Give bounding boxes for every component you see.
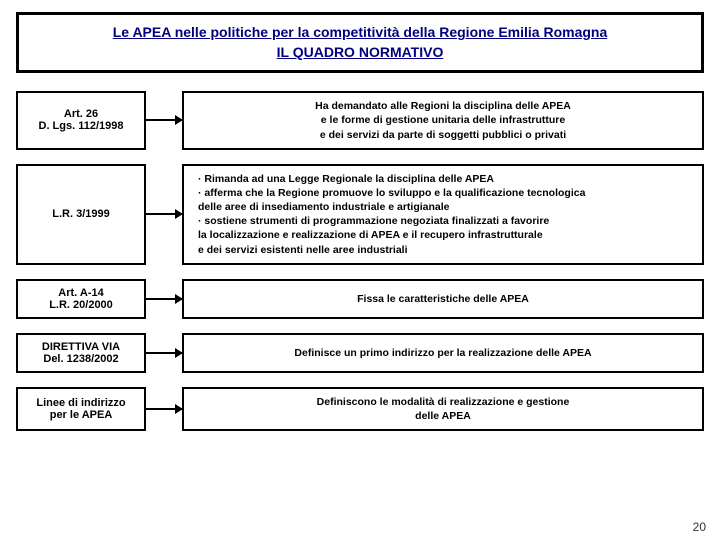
- row-4-right-l1: delle APEA: [415, 409, 471, 423]
- row-1-right-l3: · sostiene strumenti di programmazione n…: [198, 214, 549, 228]
- arrow-icon: [146, 298, 182, 300]
- row-1: L.R. 3/1999 · Rimanda ad una Legge Regio…: [16, 164, 704, 265]
- title-line-2: IL QUADRO NORMATIVO: [31, 43, 689, 63]
- row-2-right-l0: Fissa le caratteristiche delle APEA: [357, 292, 529, 306]
- row-3: DIRETTIVA VIA Del. 1238/2002 Definisce u…: [16, 333, 704, 373]
- row-0-right: Ha demandato alle Regioni la disciplina …: [182, 91, 704, 150]
- row-2-left-l2: L.R. 20/2000: [49, 299, 113, 311]
- row-1-right: · Rimanda ad una Legge Regionale la disc…: [182, 164, 704, 265]
- row-1-left: L.R. 3/1999: [16, 164, 146, 265]
- row-4-right: Definiscono le modalità di realizzazione…: [182, 387, 704, 431]
- row-0-left: Art. 26 D. Lgs. 112/1998: [16, 91, 146, 150]
- row-4-connector: [146, 387, 182, 431]
- row-3-left: DIRETTIVA VIA Del. 1238/2002: [16, 333, 146, 373]
- row-4-right-l0: Definiscono le modalità di realizzazione…: [317, 395, 570, 409]
- row-1-right-l0: · Rimanda ad una Legge Regionale la disc…: [198, 172, 494, 186]
- arrow-icon: [146, 119, 182, 121]
- diagram-rows: Art. 26 D. Lgs. 112/1998 Ha demandato al…: [16, 91, 704, 431]
- row-0-left-l1: Art. 26: [64, 108, 98, 120]
- title-line-1: Le APEA nelle politiche per la competiti…: [31, 23, 689, 43]
- row-1-connector: [146, 164, 182, 265]
- row-2-left-l1: Art. A-14: [58, 287, 103, 299]
- row-4-left-l2: per le APEA: [50, 409, 113, 421]
- row-0-right-l0: Ha demandato alle Regioni la disciplina …: [315, 99, 571, 113]
- row-0: Art. 26 D. Lgs. 112/1998 Ha demandato al…: [16, 91, 704, 150]
- row-1-right-l4: la localizzazione e realizzazione di APE…: [198, 228, 543, 242]
- row-0-left-l2: D. Lgs. 112/1998: [39, 120, 124, 132]
- row-0-right-l2: e dei servizi da parte di soggetti pubbl…: [320, 128, 566, 142]
- row-3-right-l0: Definisce un primo indirizzo per la real…: [294, 346, 591, 360]
- row-2-left: Art. A-14 L.R. 20/2000: [16, 279, 146, 319]
- row-3-connector: [146, 333, 182, 373]
- row-4-left: Linee di indirizzo per le APEA: [16, 387, 146, 431]
- row-4-left-l1: Linee di indirizzo: [36, 397, 125, 409]
- row-1-right-l5: e dei servizi esistenti nelle aree indus…: [198, 243, 408, 257]
- page-number: 20: [693, 520, 706, 534]
- row-0-connector: [146, 91, 182, 150]
- row-4: Linee di indirizzo per le APEA Definisco…: [16, 387, 704, 431]
- row-3-left-l2: Del. 1238/2002: [43, 353, 118, 365]
- row-3-right: Definisce un primo indirizzo per la real…: [182, 333, 704, 373]
- row-1-right-l1: · afferma che la Regione promuove lo svi…: [198, 186, 585, 200]
- row-1-left-l1: L.R. 3/1999: [52, 208, 109, 220]
- row-2: Art. A-14 L.R. 20/2000 Fissa le caratter…: [16, 279, 704, 319]
- title-box: Le APEA nelle politiche per la competiti…: [16, 12, 704, 73]
- arrow-icon: [146, 352, 182, 354]
- row-2-right: Fissa le caratteristiche delle APEA: [182, 279, 704, 319]
- row-0-right-l1: e le forme di gestione unitaria delle in…: [321, 113, 565, 127]
- arrow-icon: [146, 408, 182, 410]
- arrow-icon: [146, 213, 182, 215]
- row-2-connector: [146, 279, 182, 319]
- row-3-left-l1: DIRETTIVA VIA: [42, 341, 120, 353]
- row-1-right-l2: delle aree di insediamento industriale e…: [198, 200, 450, 214]
